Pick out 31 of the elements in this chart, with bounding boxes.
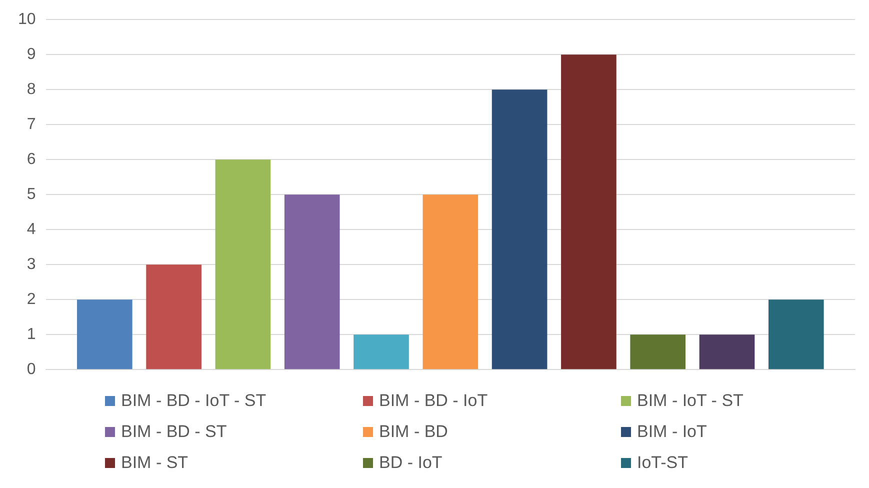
legend-label: BIM - BD - IoT - ST	[121, 391, 266, 411]
legend-label: BIM - BD	[379, 422, 448, 442]
bar	[768, 300, 824, 370]
legend-label: BIM - IoT - ST	[637, 391, 744, 411]
y-tick-label: 10	[18, 11, 36, 28]
bar	[354, 334, 409, 370]
legend-label: BIM - BD - IoT	[379, 391, 488, 411]
legend-label: IoT-ST	[637, 453, 688, 473]
y-tick-label: 7	[26, 116, 36, 134]
bar	[146, 264, 202, 370]
bar	[284, 194, 340, 370]
y-tick-label: 4	[26, 221, 36, 238]
y-tick-label: 5	[26, 186, 36, 204]
y-tick-label: 3	[26, 256, 36, 274]
bar	[215, 160, 271, 370]
bar	[422, 194, 478, 370]
y-tick-label: 6	[26, 151, 36, 168]
bar	[561, 54, 616, 370]
y-tick-label: 9	[26, 46, 36, 64]
bar	[699, 334, 755, 370]
legend-label: BIM - ST	[121, 453, 188, 473]
y-tick-label: 0	[26, 361, 36, 378]
bar	[630, 334, 686, 370]
y-tick-label: 8	[26, 81, 36, 98]
bar	[76, 300, 132, 370]
legend-label: BIM - BD - ST	[121, 422, 227, 442]
y-tick-label: 1	[26, 326, 36, 344]
y-tick-label: 2	[26, 291, 36, 308]
legend-label: BIM - IoT	[637, 422, 707, 442]
bar	[492, 90, 548, 370]
legend-label: BD - IoT	[379, 453, 442, 473]
